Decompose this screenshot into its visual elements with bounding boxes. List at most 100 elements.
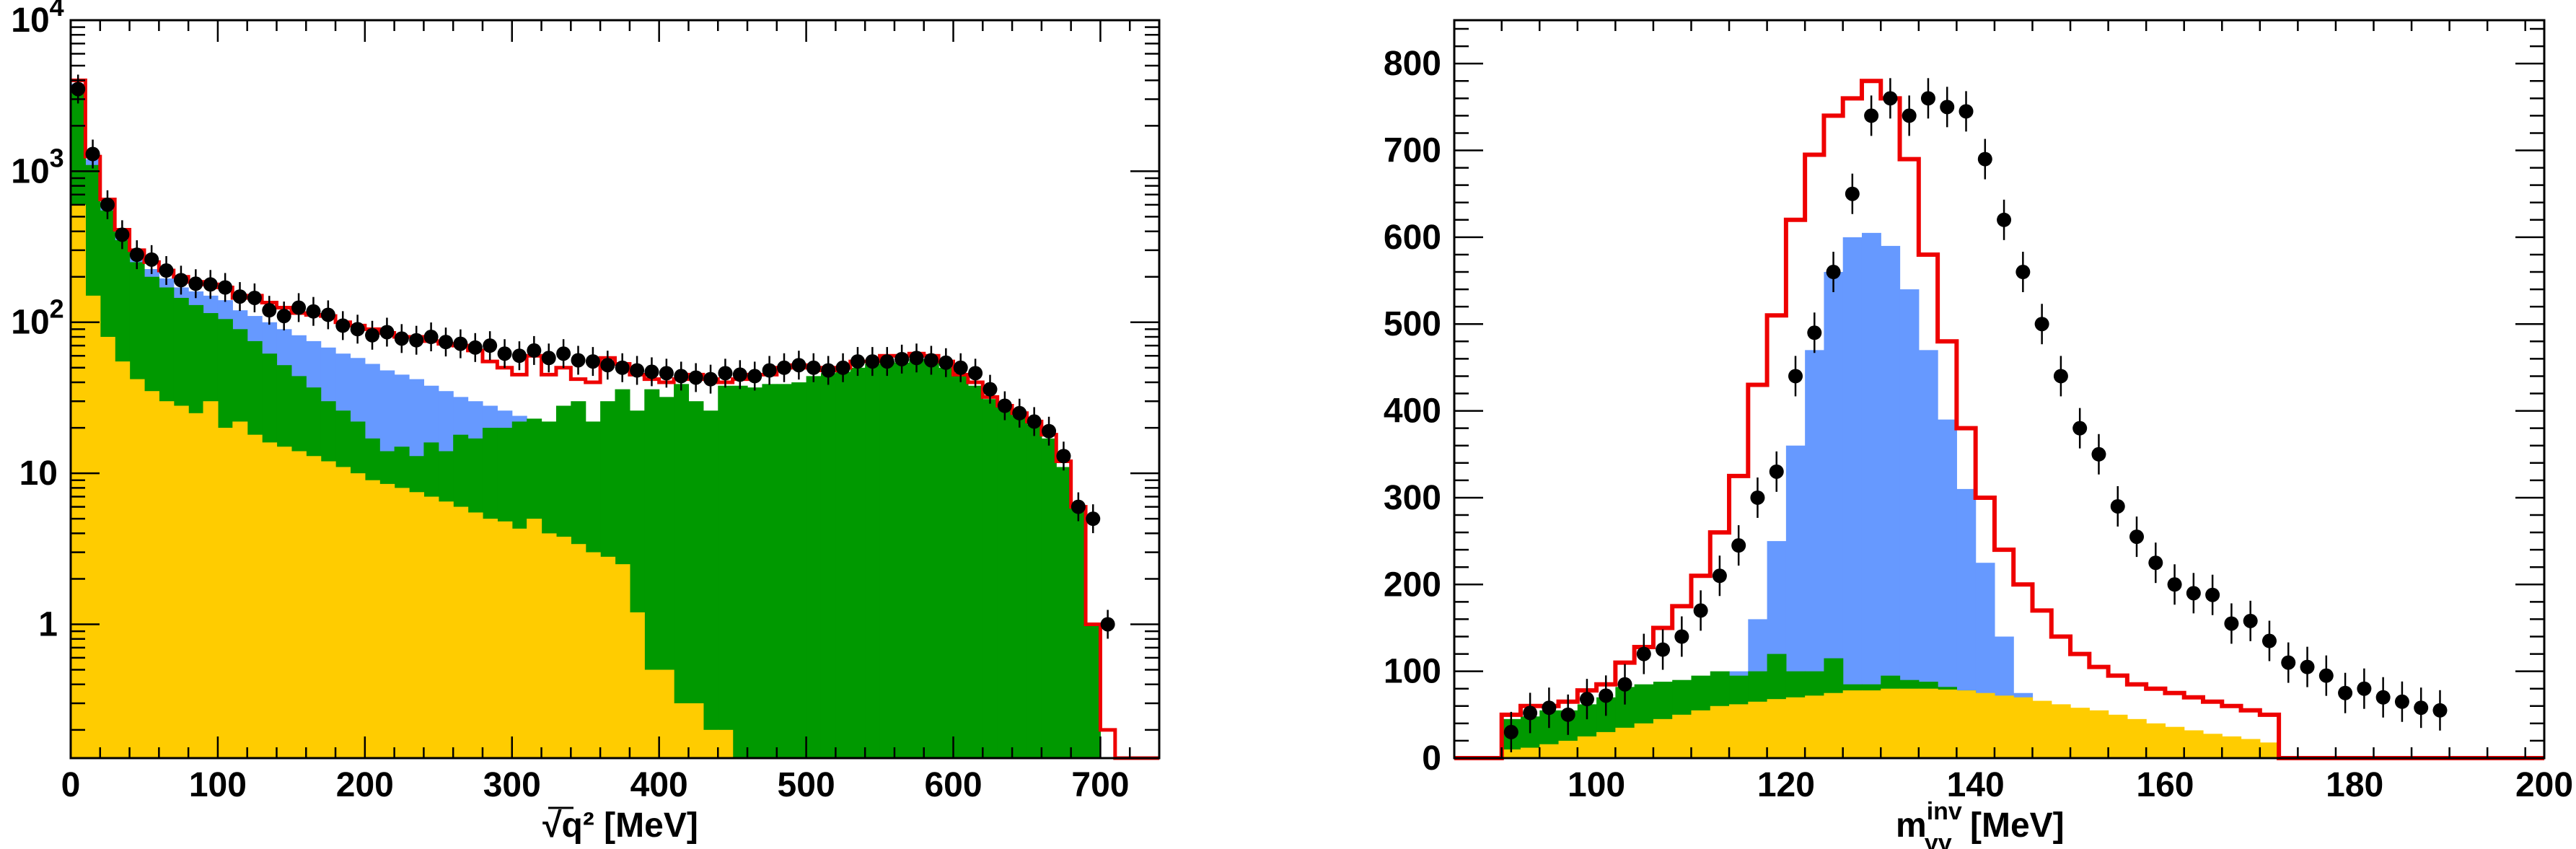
data-point [100,197,115,212]
x-tick-label: 0 [61,766,81,804]
data-point [747,369,762,384]
yellow-bar [2241,739,2261,758]
yellow-bar [2013,697,2034,758]
data-point [674,369,689,384]
data-point [2072,421,2088,436]
green_stack-bar [718,385,734,758]
green_stack-bar [644,389,660,758]
green_stack-bar [674,384,690,758]
yellow-bar [217,428,233,758]
y-tick-label: 400 [1384,392,1441,431]
data-point [232,289,247,304]
yellow-bar [2032,700,2052,758]
yellow-bar [1596,731,1616,758]
y-tick-label: 300 [1384,479,1441,517]
green_stack-bar [835,371,851,758]
x-tick-label: 100 [1568,766,1625,804]
data-point [379,325,395,340]
data-point [511,348,527,364]
x-tick-label: 120 [1757,766,1815,804]
data-point [2375,690,2391,705]
data-point [438,335,453,350]
data-point [2053,369,2068,384]
yellow-bar [1672,714,1692,758]
data-point [1579,692,1594,707]
data-point [894,351,910,366]
y-tick-label-base: 10 [19,454,58,493]
yellow-bar [2051,704,2071,758]
yellow-bar [1881,688,1901,758]
data-point [2338,685,2353,700]
data-point [483,338,498,353]
data-point [320,307,335,322]
green_stack-bar [791,382,807,758]
blue_stack-bar [1842,237,1863,759]
data-point [983,382,998,397]
data-point [1845,186,1860,201]
x-axis-title: minv γγ [MeV] [1896,798,2065,849]
x-axis-title: √q² [MeV] [542,806,698,845]
data-point [1940,100,1955,115]
data-point [1864,108,1879,123]
data-point [527,343,542,358]
data-point [923,353,938,368]
yellow-bar [482,519,498,758]
yellow-bar [173,405,189,758]
green_stack-bar [938,367,954,758]
yellow-bar [291,451,307,758]
data-point [129,247,144,263]
data-point [409,333,424,348]
yellow-bar [659,669,674,758]
data-point [2091,447,2106,462]
data-point [630,363,645,378]
yellow-bar [2070,708,2090,758]
data-point [1712,568,1727,584]
yellow-bar [2202,734,2223,758]
yellow-bar [438,501,454,758]
data-point [600,358,615,373]
green_stack-bar [923,360,939,758]
x-tick-label: 300 [483,766,541,804]
yellow-bar [1918,688,1938,758]
x-tick-label: 600 [924,766,982,804]
yellow-bar [320,461,336,758]
yellow-bar [688,703,704,758]
data-point [115,227,130,242]
yellow-bar [409,492,425,758]
x-axis-title-unit: [MeV] [1961,806,2065,845]
data-point [909,351,924,366]
total-mc-line [1454,79,2544,760]
x-tick-label: 400 [630,766,688,804]
data-point [1656,642,1671,657]
yellow-bar [600,556,616,758]
yellow-bar [1767,699,1787,758]
data-point [806,360,821,375]
yellow-bar [364,480,380,758]
green_stack-bar [997,408,1013,758]
data-point [453,336,468,351]
data-point [497,346,512,361]
data-point [835,360,850,375]
yellow-bar [188,413,204,758]
yellow-bar [615,564,630,758]
data-point [1542,700,1557,716]
data-point [2432,703,2448,718]
data-point [791,358,806,373]
data-point [718,366,733,381]
yellow-bar [585,552,601,758]
green_stack-bar [1012,415,1028,758]
data-point [556,346,571,361]
yellow-bar [379,483,395,758]
data-point [1920,91,1935,106]
x-axis-title-subscript: γγ [1925,830,1952,849]
green_stack-bar [967,385,983,758]
data-point [1027,414,1042,429]
green_stack-bar [688,401,704,758]
yellow-bar [1785,697,1806,758]
yellow-bar [1994,695,2014,758]
y-tick-label-exponent: 4 [50,0,64,22]
x-tick-label: 100 [189,766,247,804]
data-point [732,367,747,382]
yellow-bar [144,391,159,758]
data-point [1902,108,1917,123]
